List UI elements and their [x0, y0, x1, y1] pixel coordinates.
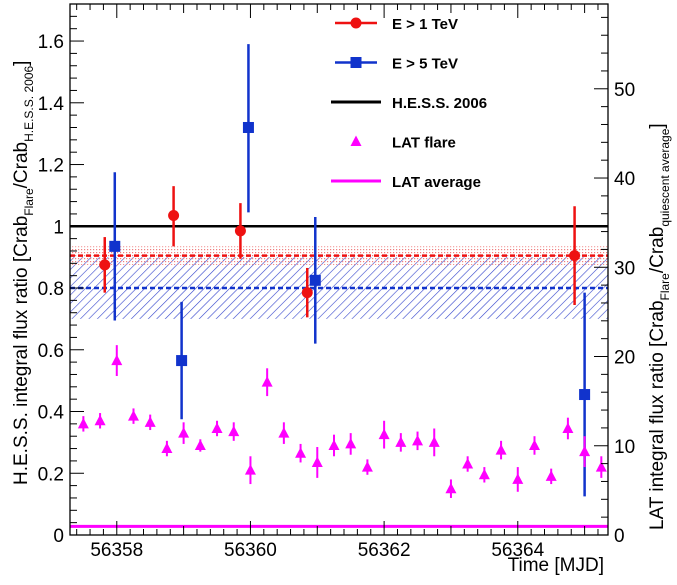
y-right-tick-label: 20: [614, 348, 635, 369]
y-right-tick-label: 10: [614, 437, 635, 458]
y-left-tick-label: 0: [53, 526, 64, 547]
x-axis: 56358 56360 56362 56364: [76, 4, 599, 561]
point-e5tev: [176, 355, 188, 367]
point-e1tev: [569, 250, 581, 262]
point-lat-flare: [111, 354, 123, 366]
point-lat-flare: [462, 457, 474, 469]
point-lat-flare: [194, 439, 206, 450]
y-left-tick-label: 1.2: [38, 156, 64, 177]
reference-lines: [70, 225, 608, 528]
point-e5tev: [242, 121, 254, 133]
legend-marker-triangle: [350, 135, 362, 146]
y-left-tick-label: 1.4: [38, 94, 65, 115]
x-tick-label: 56364: [491, 540, 544, 561]
x-axis-label: Time [MJD]: [508, 555, 604, 576]
point-lat-flare: [528, 439, 540, 450]
point-lat-flare: [378, 428, 390, 440]
data-points: [77, 44, 607, 498]
y-right-tick-label: 0: [614, 526, 625, 547]
legend: E > 1 TeV E > 5 TeV H.E.S.S. 2006 LAT flare…: [331, 16, 487, 191]
y-left-tick-label: 1.6: [38, 32, 64, 53]
point-lat-flare: [278, 427, 290, 438]
point-lat-flare: [395, 436, 407, 447]
point-lat-flare: [295, 447, 307, 458]
point-lat-flare: [328, 439, 340, 450]
point-lat-flare: [595, 461, 607, 472]
point-lat-flare: [127, 410, 139, 421]
point-lat-flare: [345, 437, 357, 449]
y-left-tick-label: 1: [53, 217, 64, 238]
point-lat-flare: [178, 427, 190, 438]
point-e1tev: [168, 209, 180, 221]
point-lat-flare: [94, 414, 106, 426]
legend-label: H.E.S.S. 2006: [392, 95, 487, 112]
y-left-tick-label: 0.4: [38, 403, 65, 424]
legend-label: E > 5 TeV: [392, 56, 458, 73]
x-tick-label: 56358: [90, 540, 143, 561]
y-axis-left: 0 0.2 0.4 0.6 0.8 1 1.2 1.4 1.6: [38, 3, 84, 547]
point-lat-flare: [512, 473, 524, 484]
point-lat-flare: [495, 444, 507, 455]
point-lat-flare: [211, 422, 223, 433]
y-axis-left-label: H.E.S.S. integral flux ratio [CrabFlare/…: [11, 61, 36, 485]
point-lat-flare: [144, 416, 156, 427]
point-e5tev: [579, 389, 591, 401]
point-e1tev: [234, 225, 246, 237]
y-left-tick-label: 0.2: [38, 464, 64, 485]
point-lat-flare: [161, 442, 173, 454]
plot-frame: [69, 3, 609, 536]
point-lat-flare: [261, 376, 273, 387]
point-lat-flare: [311, 456, 323, 467]
point-e1tev: [301, 287, 313, 299]
mean-flux-bands: [70, 246, 608, 319]
point-lat-flare: [428, 436, 440, 447]
point-lat-flare: [77, 417, 89, 429]
y-axis-right-label: LAT integral flux ratio [CrabFlare/Crabq…: [647, 123, 672, 530]
legend-label: E > 1 TeV: [392, 16, 458, 33]
point-e5tev: [109, 240, 121, 252]
legend-marker-circle: [350, 17, 362, 29]
legend-label: LAT average: [392, 174, 481, 191]
point-lat-flare: [579, 445, 591, 457]
point-lat-flare: [361, 461, 373, 472]
point-lat-flare: [445, 482, 457, 494]
point-lat-flare: [228, 425, 240, 437]
point-lat-flare: [244, 464, 256, 475]
point-lat-flare: [545, 470, 557, 481]
y-right-tick-label: 40: [614, 169, 635, 190]
x-tick-label: 56362: [358, 540, 411, 561]
point-e1tev: [99, 259, 111, 271]
legend-marker-square: [350, 57, 362, 68]
legend-label: LAT flare: [392, 135, 456, 152]
x-tick-label: 56360: [224, 540, 277, 561]
point-lat-flare: [478, 468, 490, 480]
y-right-tick-label: 50: [614, 80, 635, 101]
y-axis-right: 0 10 20 30 40 50: [594, 16, 635, 547]
point-lat-flare: [562, 422, 574, 433]
y-left-tick-label: 0.6: [38, 341, 64, 362]
point-lat-flare: [412, 434, 424, 446]
point-e5tev: [309, 274, 321, 286]
y-left-tick-label: 0.8: [38, 279, 64, 300]
y-right-tick-label: 30: [614, 258, 635, 279]
